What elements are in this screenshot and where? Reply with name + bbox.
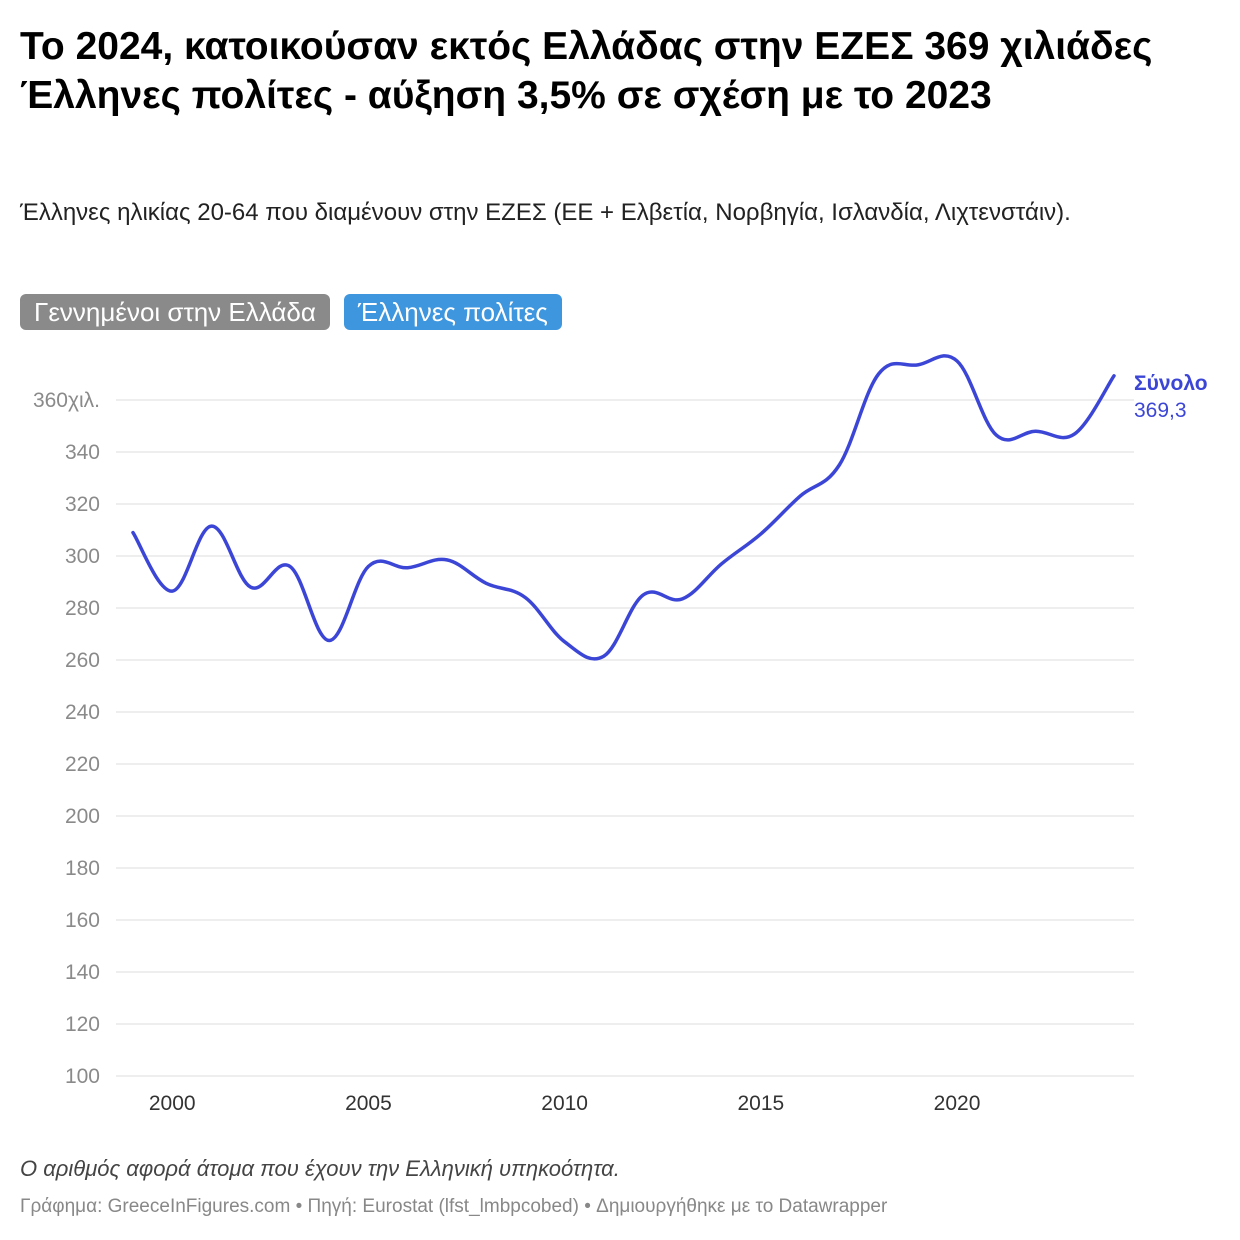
y-tick-label: 300 (65, 545, 100, 568)
x-tick-label: 2005 (345, 1092, 392, 1115)
y-tick-label: 240 (65, 701, 100, 724)
x-axis-ticks: 2000 2005 2010 2015 2020 (149, 1092, 981, 1115)
series-lines (131, 354, 1116, 661)
y-tick-label: 160 (65, 909, 100, 932)
y-tick-label: 320 (65, 493, 100, 516)
y-tick-label: 120 (65, 1013, 100, 1036)
chart-note: Ο αριθμός αφορά άτομα που έχουν την Ελλη… (20, 1156, 620, 1181)
y-tick-label: 340 (65, 441, 100, 464)
greek-citizens-button[interactable]: Έλληνες πολίτες (343, 294, 562, 330)
chart-title: Το 2024, κατοικούσαν εκτός Ελλάδας στην … (20, 25, 1153, 117)
series-end-label-value: 369,3 (1134, 399, 1187, 422)
y-axis-ticks: 360χιλ. 340 320 300 280 260 240 220 200 180 160 140… (33, 389, 100, 1088)
chart-subtitle: Έλληνες ηλικίας 20-64 που διαμένουν στην… (20, 199, 1071, 226)
y-tick-label: 360χιλ. (33, 389, 100, 412)
x-tick-label: 2010 (541, 1092, 588, 1115)
y-tick-label: 260 (65, 649, 100, 672)
y-tick-label: 220 (65, 753, 100, 776)
y-tick-label: 280 (65, 597, 100, 620)
x-tick-label: 2020 (934, 1092, 981, 1115)
y-tick-label: 140 (65, 961, 100, 984)
gridlines (116, 399, 1134, 1077)
y-tick-label: 100 (65, 1065, 100, 1088)
line-chart: 360χιλ. 340 320 300 280 260 240 220 200 180 160 140… (33, 354, 1208, 1115)
x-tick-label: 2015 (737, 1092, 784, 1115)
series-toggle-group: Γεννημένοι στην Ελλάδα Έλληνες πολίτες (20, 294, 562, 330)
series-line-synolo (131, 354, 1116, 661)
x-tick-label: 2000 (149, 1092, 196, 1115)
chart-footer: Γράφημα: GreeceInFigures.com • Πηγή: Eur… (20, 1196, 888, 1217)
series-end-label-name: Σύνολο (1134, 372, 1208, 395)
y-tick-label: 200 (65, 805, 100, 828)
end-labels: Σύνολο 369,3 (1134, 372, 1208, 422)
born-in-greece-button[interactable]: Γεννημένοι στην Ελλάδα (20, 294, 330, 330)
y-tick-label: 180 (65, 857, 100, 880)
